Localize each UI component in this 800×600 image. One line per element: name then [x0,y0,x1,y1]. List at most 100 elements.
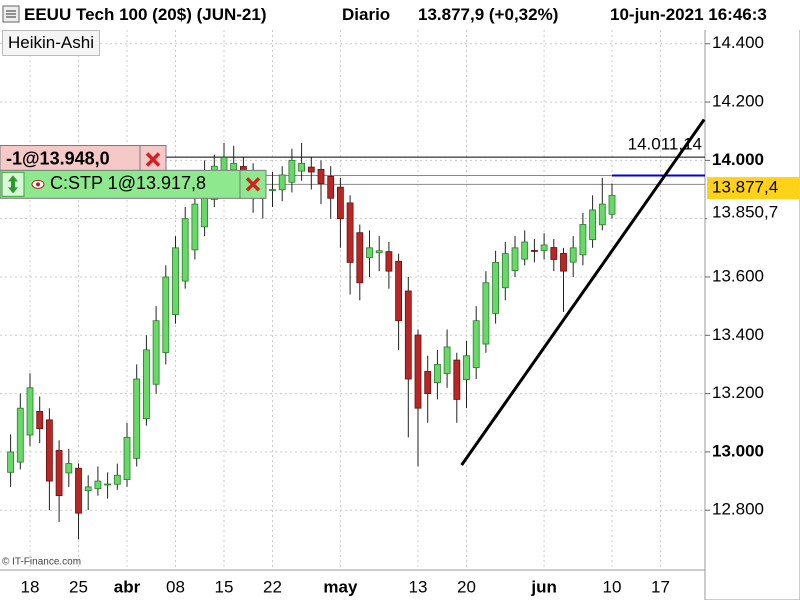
candle-body [191,203,199,251]
candle-body [94,480,102,490]
instrument: EEUU Tech 100 (20$) (JUN-21) [24,5,267,24]
y-tick-label: 12.800 [712,500,764,519]
candle-body [55,450,63,497]
candle-body [433,364,441,383]
candle-body [327,175,335,199]
y-tick-label: 13.600 [712,266,764,285]
y-tick-label: 14.000 [712,150,764,169]
candle-body [123,436,131,481]
cancel-icon [145,152,161,167]
x-tick-label: 10 [603,577,622,596]
candle-body [472,320,480,369]
candle-body [317,168,325,185]
candle-body [521,241,529,260]
candle-body [26,387,34,436]
trendline [460,118,706,466]
price-axis [704,0,800,600]
order-label: C:STP 1@13.917,8 [50,173,206,193]
header: EEUU Tech 100 (20$) (JUN-21) Diario 13.8… [0,0,800,30]
candle-body [375,250,383,254]
y-tick-label: 14.400 [712,33,764,52]
order-ticket[interactable]: -1@13.948,0 [0,145,167,175]
candle-body [540,244,548,251]
x-tick-label: 20 [457,577,476,596]
candle-body [463,355,470,381]
candle-body [162,276,170,353]
candle-body [404,290,412,380]
candle-body [589,209,596,241]
candle-body [288,159,296,183]
y-tick-label: 14.200 [712,92,764,111]
candle-body [307,166,315,173]
last-price-label: 13.877,4 [712,178,778,197]
candle-body [65,463,73,474]
x-tick-label: 08 [166,577,185,596]
candle-body [385,251,393,272]
candle-body [152,320,160,385]
candle-body [501,253,509,289]
move-arrow [8,175,18,194]
candle-body [569,247,577,263]
x-tick-label: 22 [263,577,282,596]
candle-body [598,203,606,226]
last-price-box [707,177,799,200]
quote: 13.877,9 (+0,32%) [418,5,559,24]
candle-body [133,378,141,459]
candle-body [511,247,519,271]
candle-body [560,252,567,272]
candle-body [482,282,490,345]
x-tick-label: 18 [21,577,40,596]
candle-body [366,247,373,259]
y-tick-label: 13.400 [712,325,764,344]
candle-body [16,407,24,463]
candle-body [579,224,587,256]
candle-body [269,189,276,191]
x-tick-label: abr [114,577,141,596]
candle-body [36,410,44,429]
x-tick-label: may [323,577,358,596]
timestamp: 10-jun-2021 16:46:3 [610,5,767,24]
menu-icon[interactable] [2,5,22,25]
candle-body [113,474,121,485]
order-ticket[interactable]: C:STP 1@13.917,8 [0,169,267,199]
candle-body [550,247,558,260]
candle-body [424,371,432,395]
cancel-icon [245,177,261,192]
candle-body [278,174,286,191]
candle-body [172,247,179,315]
candle-body [181,218,189,282]
x-tick-label: 17 [651,577,670,596]
candle-body [492,262,500,314]
order-label: -1@13.948,0 [6,148,110,168]
candle-body [75,467,82,514]
x-tick-label: 25 [69,577,88,596]
candle-body [531,250,538,252]
candle-body [336,186,344,220]
candle-body [453,359,461,400]
x-tick-label: 15 [215,577,234,596]
candle-body [414,334,422,409]
candle-body [608,194,616,215]
x-tick-label: 13 [409,577,428,596]
period: Diario [342,5,391,24]
second-price-box [707,201,799,224]
candle-body [443,346,451,374]
candle-body [356,232,364,284]
y-tick-label: 13.000 [712,441,764,460]
candle-body [104,483,111,486]
candle-body [142,349,150,420]
second-price-label: 13.850,7 [712,202,778,221]
y-tick-label: 13.200 [712,383,764,402]
eye-pupil [36,182,40,187]
candle-body [298,162,306,172]
style-label[interactable]: Heikin-Ashi [2,30,100,56]
watermark: © IT-Finance.com [2,557,81,568]
candle-body [7,451,14,473]
x-tick-label: jun [530,577,557,596]
order-box [0,145,141,175]
candle-body [395,260,403,322]
candle-body [84,486,92,492]
candle-body [230,162,238,171]
